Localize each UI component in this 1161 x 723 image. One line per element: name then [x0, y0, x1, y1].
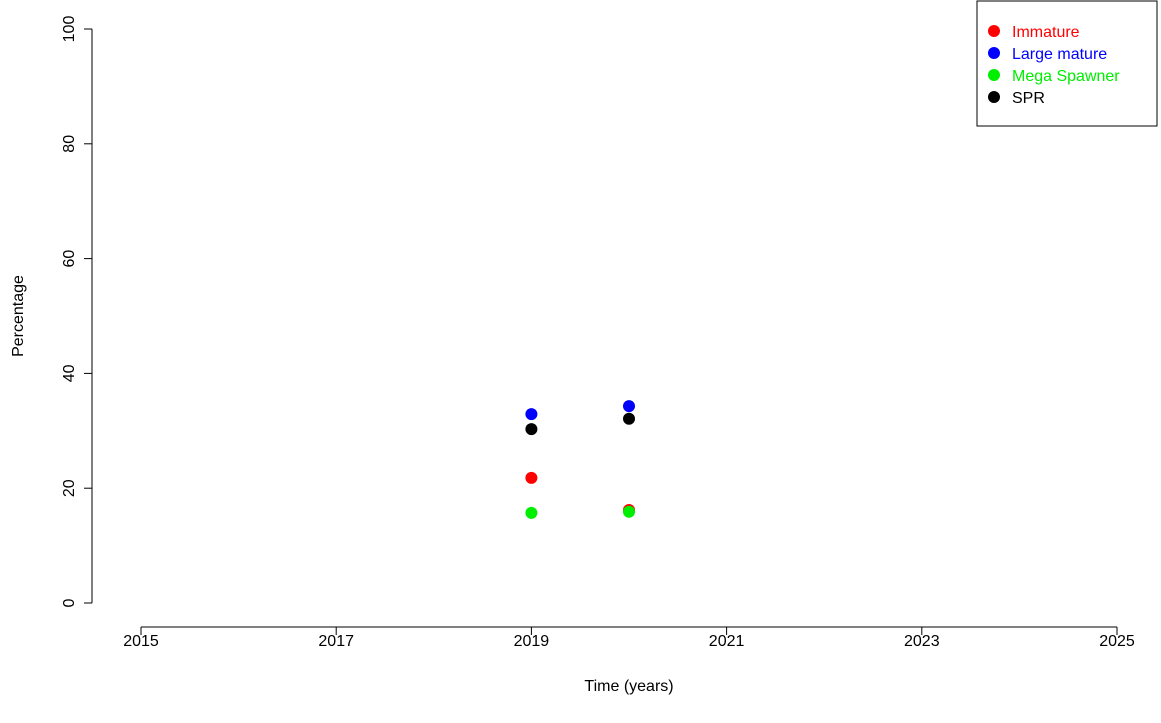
legend: Immature Large mature Mega Spawner SPR: [976, 0, 1158, 127]
x-tick-label: 2025: [1099, 633, 1135, 650]
y-tick-label: 40: [61, 364, 78, 382]
point-spr-2020: [623, 412, 635, 425]
legend-marker: [988, 25, 1000, 37]
point-immature-2019: [525, 471, 538, 484]
x-tick-label: 2017: [318, 633, 354, 650]
x-tick-label: 2019: [514, 633, 550, 650]
legend-label: SPR: [1012, 90, 1045, 107]
y-tick-label: 80: [61, 135, 78, 153]
point-spr-2019: [525, 423, 538, 436]
legend-marker: [988, 69, 1000, 81]
legend-label: Immature: [1012, 24, 1080, 41]
x-axis-title: Time (years): [584, 678, 673, 695]
legend-box: [976, 0, 1158, 127]
point-mega-spawner-2020: [623, 505, 635, 518]
y-axis: 0 20 40 60 80 100: [61, 16, 93, 607]
point-mega-spawner-2019: [525, 506, 538, 519]
y-tick-label: 60: [61, 250, 78, 268]
point-large-mature-2019: [525, 408, 538, 421]
legend-marker: [988, 47, 1000, 59]
legend-label: Large mature: [1012, 46, 1107, 63]
y-axis-title: Percentage: [10, 275, 27, 357]
y-tick-label: 100: [61, 16, 78, 43]
legend-marker: [988, 91, 1000, 103]
x-tick-label: 2023: [904, 633, 940, 650]
y-tick-label: 20: [61, 479, 78, 497]
x-tick-label: 2015: [123, 633, 159, 650]
x-axis: 2015 2017 2019 2021 2023 2025: [123, 626, 1135, 650]
y-tick-label: 0: [61, 598, 78, 607]
legend-label: Mega Spawner: [1012, 68, 1120, 85]
data-points: [525, 400, 635, 519]
x-tick-label: 2021: [709, 633, 745, 650]
point-large-mature-2020: [623, 400, 635, 413]
